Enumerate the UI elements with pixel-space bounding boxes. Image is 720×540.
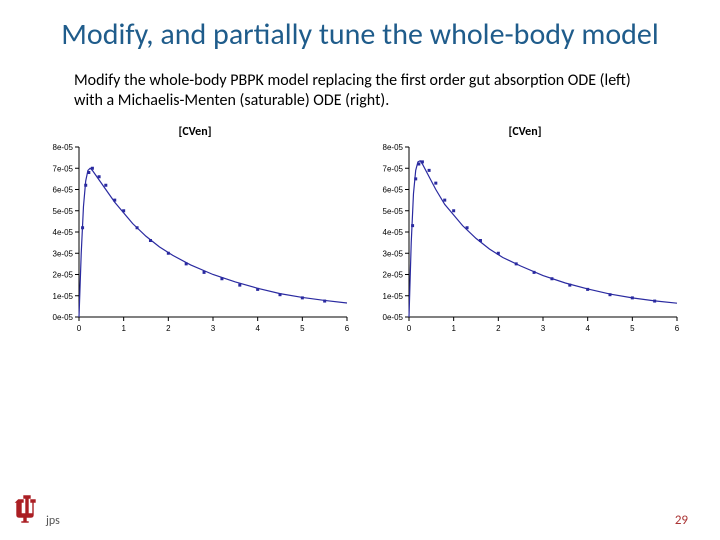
svg-text:3: 3 <box>211 324 216 333</box>
svg-text:1e-05: 1e-05 <box>53 291 74 300</box>
svg-text:6e-05: 6e-05 <box>383 185 404 194</box>
svg-text:1: 1 <box>121 324 126 333</box>
svg-text:2e-05: 2e-05 <box>383 270 404 279</box>
svg-text:0e-05: 0e-05 <box>383 313 404 322</box>
svg-text:5e-05: 5e-05 <box>383 206 404 215</box>
svg-text:2: 2 <box>166 324 171 333</box>
svg-text:7e-05: 7e-05 <box>53 164 74 173</box>
page-number: 29 <box>675 513 688 528</box>
chart-right-svg: 0e-05 1e-05 2e-05 3e-05 4e-05 5e-05 6e-05 7e-05… <box>365 141 685 341</box>
svg-text:0e-05: 0e-05 <box>53 313 74 322</box>
svg-text:3e-05: 3e-05 <box>383 249 404 258</box>
svg-text:6e-05: 6e-05 <box>53 185 74 194</box>
svg-text:8e-05: 8e-05 <box>383 143 404 152</box>
svg-text:6: 6 <box>675 324 680 333</box>
svg-text:4e-05: 4e-05 <box>53 228 74 237</box>
svg-text:7e-05: 7e-05 <box>383 164 404 173</box>
svg-text:4e-05: 4e-05 <box>383 228 404 237</box>
chart-right: [CVen] 0e-05 1e-05 2e-05 3e-05 4e-05 5e-05 6e-… <box>365 125 685 346</box>
svg-text:1: 1 <box>451 324 456 333</box>
svg-text:0: 0 <box>407 324 412 333</box>
iu-logo-icon <box>14 495 40 530</box>
chart-left-title: [CVen] <box>35 125 355 139</box>
svg-text:6: 6 <box>345 324 350 333</box>
footer-initials: jps <box>46 514 60 528</box>
svg-text:3: 3 <box>541 324 546 333</box>
svg-text:3e-05: 3e-05 <box>53 249 74 258</box>
slide-title: Modify, and partially tune the whole-bod… <box>0 0 720 63</box>
chart-left-svg: 0e-05 1e-05 2e-05 3e-05 4e-05 5e-05 6e-05 7e-05… <box>35 141 355 341</box>
svg-text:5: 5 <box>630 324 635 333</box>
svg-text:2e-05: 2e-05 <box>53 270 74 279</box>
svg-text:4: 4 <box>255 324 260 333</box>
chart-left: [CVen] 0e-05 1e-05 2e-05 3e-05 4e-05 5e-05 6e-… <box>35 125 355 346</box>
svg-text:4: 4 <box>585 324 590 333</box>
svg-text:1e-05: 1e-05 <box>383 291 404 300</box>
svg-text:8e-05: 8e-05 <box>53 143 74 152</box>
svg-text:2: 2 <box>496 324 501 333</box>
charts-container: [CVen] 0e-05 1e-05 2e-05 3e-05 4e-05 5e-05 6e-… <box>0 119 720 346</box>
slide-body-text: Modify the whole-body PBPK model replaci… <box>0 63 720 119</box>
svg-text:5: 5 <box>300 324 305 333</box>
svg-text:5e-05: 5e-05 <box>53 206 74 215</box>
chart-right-title: [CVen] <box>365 125 685 139</box>
svg-text:0: 0 <box>77 324 82 333</box>
